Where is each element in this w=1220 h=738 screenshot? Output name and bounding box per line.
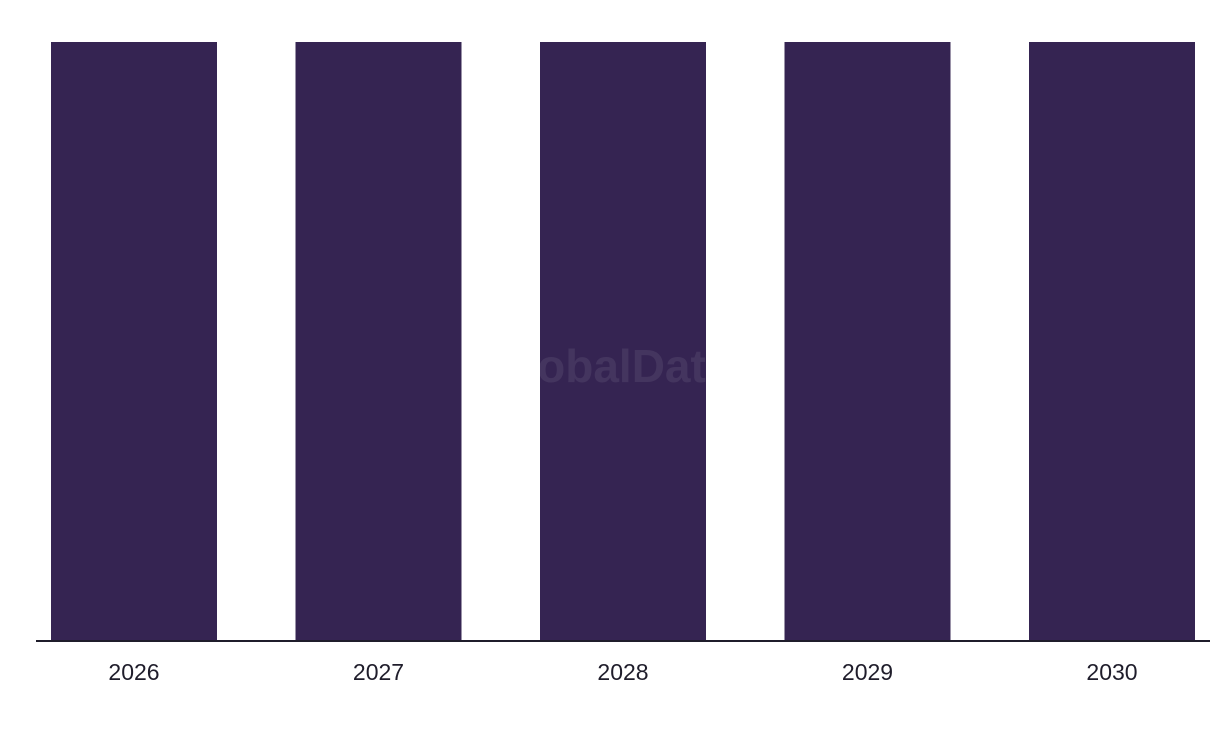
x-tick-label: 2027: [353, 659, 404, 685]
bar: [1029, 42, 1195, 641]
x-tick-label: 2026: [108, 659, 159, 685]
x-tick-label: 2029: [842, 659, 893, 685]
bar: [784, 42, 951, 641]
x-tick-label: 2030: [1086, 659, 1137, 685]
bar: [51, 42, 217, 641]
watermark: GlobalData: [489, 340, 732, 392]
bar: [295, 42, 462, 641]
x-tick-label: 2028: [597, 659, 648, 685]
bar: [540, 42, 706, 641]
